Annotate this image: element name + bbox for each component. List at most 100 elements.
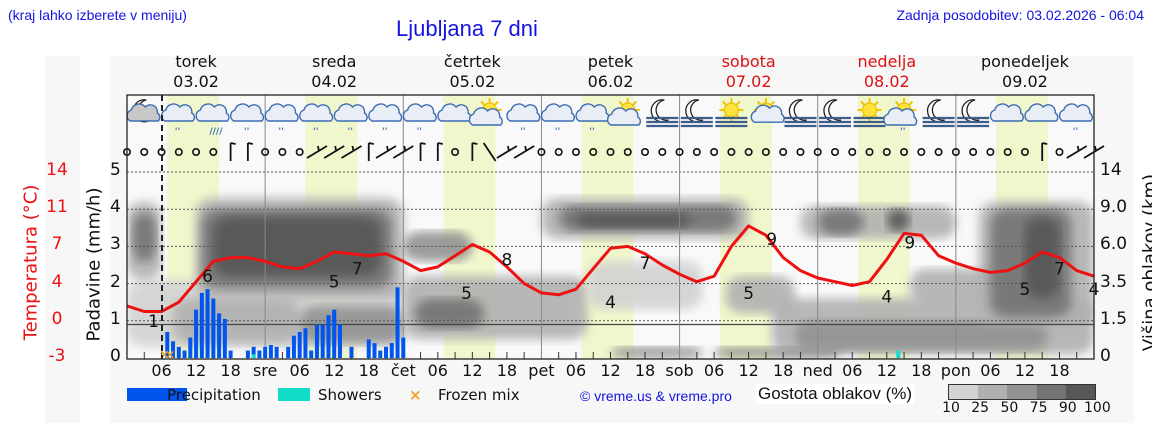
time-tick: 18 xyxy=(772,361,794,380)
precipitation-bar xyxy=(176,346,181,358)
cloud-height-tick: 14 xyxy=(1100,160,1122,180)
time-tick: sob xyxy=(665,361,694,380)
precipitation-legend-swatch xyxy=(127,388,187,401)
wind-barb-icon xyxy=(375,145,397,159)
temperature-value-label: 5 xyxy=(329,273,340,293)
svg-text:'': '' xyxy=(520,127,526,137)
wind-barb-icon xyxy=(392,145,414,159)
day-name: sreda xyxy=(312,52,357,71)
svg-text:'': '' xyxy=(1073,127,1079,137)
moon-cloud-icon xyxy=(126,99,161,123)
time-tick: 12 xyxy=(600,361,621,380)
calm-wind-icon xyxy=(641,148,650,157)
precipitation-bar xyxy=(171,341,176,358)
sun-fog-icon xyxy=(715,98,748,128)
wind-barb-icon xyxy=(436,142,443,161)
frozen-mix-marker: × xyxy=(165,347,175,361)
calm-wind-icon xyxy=(761,148,770,157)
day-date: 08.02 xyxy=(863,72,910,91)
day-date: 09.02 xyxy=(1002,72,1048,91)
temperature-value-label: 7 xyxy=(640,254,651,274)
time-tick: 12 xyxy=(1014,361,1036,380)
precipitation-bar xyxy=(384,346,389,358)
calm-wind-icon xyxy=(571,148,580,157)
precipitation-tick: 4 xyxy=(110,197,121,218)
temperature-value-label: 4 xyxy=(605,293,616,313)
rain-cloud-icon: '' xyxy=(368,103,403,137)
calm-wind-icon xyxy=(1003,148,1012,157)
showers-legend-label: Showers xyxy=(318,386,382,404)
precipitation-bar xyxy=(320,324,325,358)
calm-wind-icon xyxy=(744,148,753,157)
precipitation-bar xyxy=(274,346,279,358)
temperature-tick: 0 xyxy=(51,308,63,329)
svg-text:'': '' xyxy=(417,127,423,137)
moon-fog-icon xyxy=(818,99,851,128)
precipitation-bar xyxy=(188,337,193,358)
sun-rain-cloud-icon: '' xyxy=(883,98,918,137)
precipitation-bar xyxy=(337,324,342,358)
sun-cloud-icon xyxy=(468,98,503,126)
time-tick: 12 xyxy=(462,361,483,380)
day-name: sobota xyxy=(721,52,776,71)
precipitation-bar xyxy=(217,313,222,358)
rain-snow-icon: '' xyxy=(160,103,196,137)
wind-barb-icon xyxy=(496,145,518,159)
day-name: petek xyxy=(587,52,634,71)
calm-wind-icon xyxy=(658,148,667,157)
day-header: sobota 07.02 xyxy=(679,52,819,92)
day-name: nedelja xyxy=(857,52,917,71)
calm-wind-icon xyxy=(209,148,218,157)
calm-wind-icon xyxy=(174,148,183,157)
precipitation-bar xyxy=(211,298,216,358)
moon-fog-icon xyxy=(680,99,713,128)
calm-wind-icon xyxy=(986,148,995,157)
time-tick: sre xyxy=(252,361,278,380)
precipitation-bar xyxy=(228,350,233,358)
calm-wind-icon xyxy=(882,148,891,157)
location-hint-link[interactable]: (kraj lahko izberete v meniju) xyxy=(8,7,187,23)
precipitation-bar xyxy=(314,324,319,358)
calm-wind-icon xyxy=(554,148,563,157)
frozen-mix-legend-marker: × xyxy=(409,386,422,404)
precipitation-tick: 2 xyxy=(110,271,121,292)
wind-barb-icon xyxy=(419,142,426,161)
time-tick: 12 xyxy=(324,361,345,380)
time-tick: 18 xyxy=(358,361,379,380)
calm-wind-icon xyxy=(917,148,926,157)
precipitation-bar xyxy=(165,331,170,358)
cloud-height-tick: 3.5 xyxy=(1100,271,1128,292)
heavy-rain-icon: //// xyxy=(195,103,230,137)
calm-wind-icon xyxy=(934,148,943,157)
rain-cloud-icon: '' xyxy=(540,103,575,137)
calm-wind-icon xyxy=(692,148,701,157)
time-tick: 18 xyxy=(1049,361,1070,380)
cloud-height-tick: 1.5 xyxy=(1100,308,1128,329)
precipitation-bar xyxy=(222,318,227,358)
rain-cloud-icon: '' xyxy=(333,103,368,137)
cloud-scale-tick: 75 xyxy=(1029,400,1048,416)
day-date: 03.02 xyxy=(173,72,219,91)
precipitation-bar xyxy=(366,339,371,358)
precipitation-bar xyxy=(372,343,377,358)
calm-wind-icon xyxy=(537,148,546,157)
showers-bar xyxy=(896,350,901,358)
day-date: 04.02 xyxy=(311,72,358,91)
time-tick: 06 xyxy=(565,361,587,380)
temperature-tick: 11 xyxy=(46,197,68,218)
precipitation-bar xyxy=(395,287,400,358)
cloud-icon xyxy=(989,103,1024,122)
calm-wind-icon xyxy=(192,148,201,157)
precipitation-tick: 0 xyxy=(110,346,121,366)
svg-text:'': '' xyxy=(589,127,595,137)
moon-fog-icon xyxy=(922,99,955,128)
temperature-tick: 7 xyxy=(51,234,63,255)
precipitation-bar xyxy=(263,346,268,358)
precipitation-bar xyxy=(194,309,199,358)
cloud-scale-swatch xyxy=(1036,385,1066,399)
wind-barb-icon xyxy=(1041,142,1048,161)
copyright-link[interactable]: © vreme.us & vreme.pro xyxy=(580,388,732,404)
temperature-value-label: 5 xyxy=(743,284,754,304)
temperature-line xyxy=(126,224,1095,313)
precipitation-bar xyxy=(251,346,256,358)
